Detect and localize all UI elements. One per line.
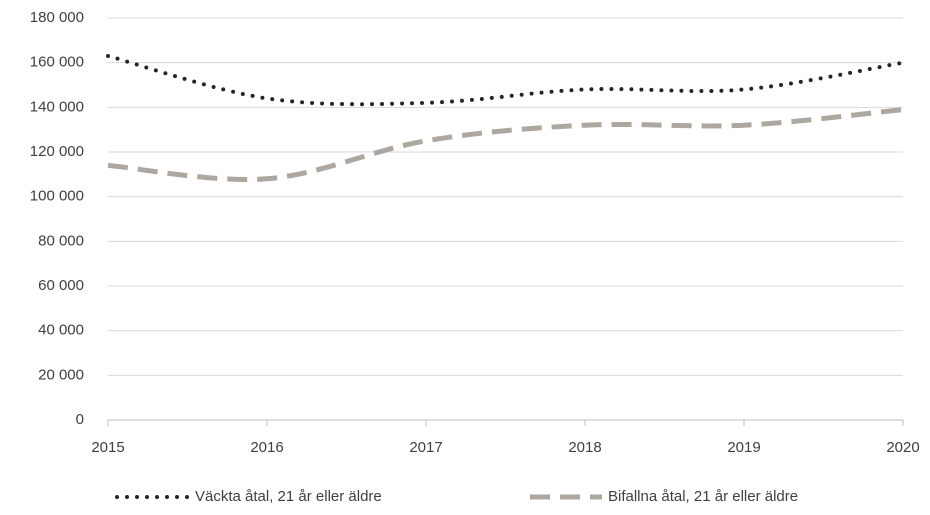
y-tick-label: 180 000 — [30, 9, 84, 26]
y-tick-label: 100 000 — [30, 188, 84, 205]
x-tick-label: 2015 — [91, 439, 124, 456]
y-tick-label: 0 — [76, 411, 84, 428]
x-tick-label: 2017 — [409, 439, 442, 456]
y-tick-label: 120 000 — [30, 143, 84, 160]
legend-label: Väckta åtal, 21 år eller äldre — [195, 488, 382, 505]
x-tick-label: 2020 — [886, 439, 919, 456]
y-tick-label: 40 000 — [38, 322, 84, 339]
x-tick-label: 2018 — [568, 439, 601, 456]
y-tick-label: 160 000 — [30, 54, 84, 71]
legend-label: Bifallna åtal, 21 år eller äldre — [608, 488, 798, 505]
x-tick-label: 2019 — [727, 439, 760, 456]
y-tick-label: 80 000 — [38, 232, 84, 249]
series-line — [107, 107, 904, 182]
y-tick-label: 20 000 — [38, 366, 84, 383]
y-tick-label: 140 000 — [30, 98, 84, 115]
series-line — [106, 53, 905, 107]
x-tick-label: 2016 — [250, 439, 283, 456]
y-tick-label: 60 000 — [38, 277, 84, 294]
